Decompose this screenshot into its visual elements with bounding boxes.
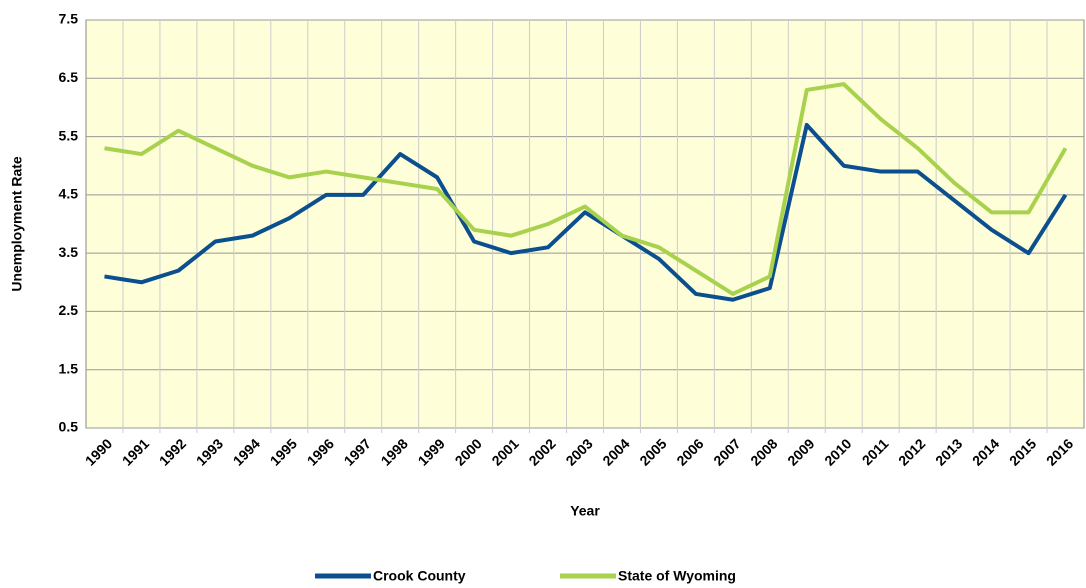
y-tick-label: 6.5 (59, 69, 79, 85)
x-tick-label: 2000 (452, 435, 485, 468)
x-tick-label: 2006 (673, 435, 706, 468)
x-tick-label: 2010 (821, 435, 854, 468)
y-axis-title: Unemployment Rate (9, 156, 25, 292)
x-tick-label: 1991 (119, 435, 152, 468)
x-tick-label: 2011 (859, 435, 892, 468)
x-tick-label: 2009 (784, 435, 817, 468)
x-tick-label: 2002 (525, 435, 558, 468)
x-tick-label: 1990 (82, 435, 115, 468)
x-tick-label: 2008 (747, 435, 780, 468)
x-tick-label: 2014 (969, 435, 1002, 468)
y-tick-label: 2.5 (59, 302, 79, 318)
x-tick-label: 2016 (1043, 435, 1076, 468)
y-tick-label: 1.5 (59, 360, 79, 376)
series-line (104, 122, 1068, 302)
y-tick-label: 3.5 (59, 244, 79, 260)
x-tick-label: 1997 (341, 435, 374, 468)
x-tick-label: 2003 (562, 435, 595, 468)
x-tick-label: 2005 (636, 435, 669, 468)
x-tick-label: 1993 (193, 435, 226, 468)
plot-area (85, 19, 1085, 429)
x-tick-label: 1992 (156, 435, 189, 468)
y-tick-label: 4.5 (59, 186, 79, 202)
legend-label: Crook County (373, 568, 466, 584)
x-tick-label: 1995 (267, 435, 300, 468)
x-tick-label: 2015 (1006, 435, 1039, 468)
x-tick-label: 2001 (488, 435, 521, 468)
y-tick-label: 7.5 (59, 11, 79, 27)
y-tick-label: 5.5 (59, 127, 79, 143)
series-line (104, 82, 1068, 296)
x-axis-title: Year (570, 503, 600, 519)
x-tick-label: 2012 (895, 435, 928, 468)
legend-label: State of Wyoming (618, 568, 736, 584)
x-tick-label: 1999 (415, 435, 448, 468)
x-tick-label: 2013 (932, 435, 965, 468)
x-tick-label: 1994 (230, 435, 263, 468)
x-tick-label: 1998 (378, 435, 411, 468)
x-tick-label: 2007 (710, 435, 743, 468)
x-tick-label: 1996 (304, 435, 337, 468)
x-tick-label: 2004 (599, 435, 632, 468)
y-tick-label: 0.5 (59, 419, 79, 435)
